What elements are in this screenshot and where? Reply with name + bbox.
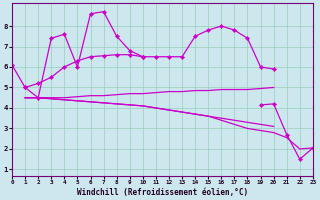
X-axis label: Windchill (Refroidissement éolien,°C): Windchill (Refroidissement éolien,°C): [77, 188, 248, 197]
